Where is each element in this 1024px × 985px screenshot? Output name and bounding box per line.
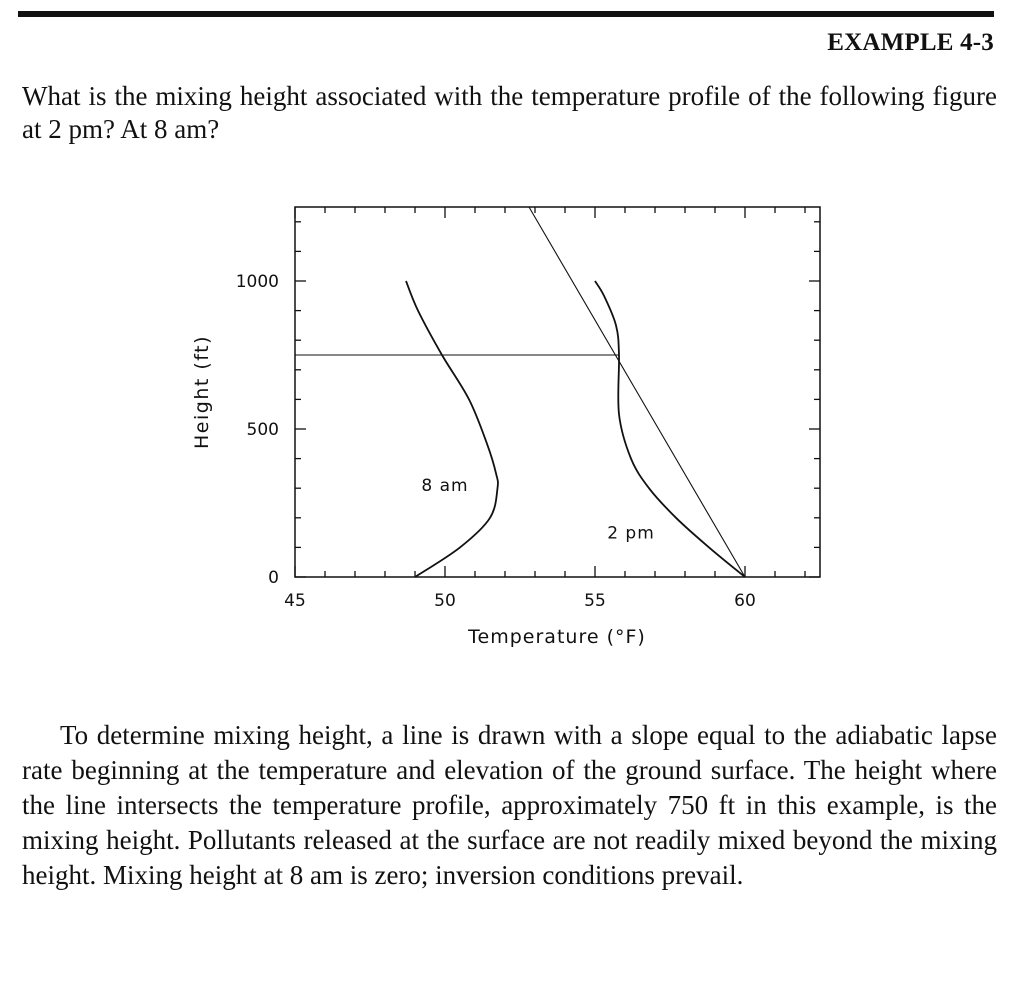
curve-annotation: 2 pm — [607, 524, 655, 544]
adiabatic-line-line — [528, 206, 746, 578]
explanation-paragraph: To determine mixing height, a line is dr… — [22, 720, 997, 890]
x-tick-label: 45 — [284, 591, 306, 611]
example-label: EXAMPLE 4-3 — [827, 29, 994, 56]
x-axis-label: Temperature (°F) — [467, 626, 646, 648]
tick-marks — [294, 207, 820, 578]
profile-line-2pm — [594, 280, 746, 578]
chart-svg: 45 50 55 60 0 500 1000 8 am 2 pm Temperature (°F… — [191, 206, 821, 648]
question-text: What is the mixing height associated wit… — [22, 81, 997, 144]
y-tick-label: 1000 — [236, 272, 279, 292]
y-tick-label: 0 — [268, 568, 279, 588]
x-tick-label: 50 — [434, 591, 456, 611]
x-tick-label: 55 — [584, 591, 606, 611]
label-layer: 45 50 55 60 0 500 1000 8 am 2 pm — [236, 272, 756, 611]
y-axis-label: Height (ft) — [191, 335, 213, 449]
x-tick-label: 60 — [734, 591, 756, 611]
curve-annotation: 8 am — [421, 476, 468, 496]
profile-line-8am — [405, 280, 499, 578]
temperature-profile-chart: 45 50 55 60 0 500 1000 8 am 2 pm Temperature (°F… — [180, 190, 840, 660]
top-rule — [18, 11, 994, 17]
series-layer — [295, 206, 746, 578]
y-tick-label: 500 — [247, 420, 279, 440]
plot-frame — [294, 206, 821, 578]
